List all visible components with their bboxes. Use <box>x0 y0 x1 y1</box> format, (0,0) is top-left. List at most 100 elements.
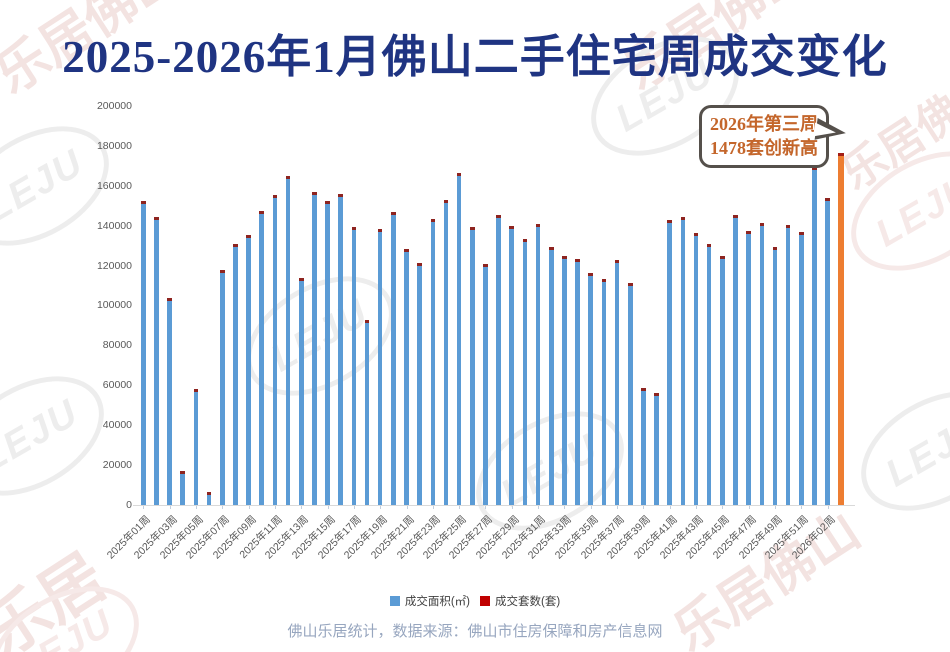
x-axis-tick <box>564 506 566 509</box>
bar-2025年41周 <box>667 219 672 506</box>
x-axis-tick <box>222 506 224 509</box>
bar-2025年32周 <box>548 246 554 506</box>
bar-2025年23周 <box>430 218 436 506</box>
x-axis-tick <box>301 506 303 509</box>
bar-2025年38周 <box>627 283 633 506</box>
bar-2025年16周 <box>338 193 343 506</box>
y-axis-label: 100000 <box>96 299 132 312</box>
bar-2026年03周 <box>838 153 844 506</box>
legend-item: 成交面积(㎡) <box>389 593 470 609</box>
bar-2025年08周 <box>233 243 238 506</box>
units-cap <box>325 200 330 204</box>
units-cap <box>693 232 699 236</box>
units-cap <box>180 470 186 474</box>
y-axis-label: 60000 <box>102 379 132 391</box>
bar-2025年47周 <box>746 230 751 506</box>
units-cap <box>654 392 659 396</box>
x-axis-tick <box>353 506 355 509</box>
units-cap <box>141 200 146 204</box>
bar-2025年35周 <box>588 273 594 506</box>
units-cap <box>785 224 791 228</box>
bar-2025年07周 <box>219 269 225 506</box>
x-axis-tick <box>696 506 698 509</box>
x-axis-tick <box>169 506 171 509</box>
units-cap <box>246 234 251 238</box>
units-cap <box>193 388 199 392</box>
y-axis-label: 160000 <box>96 179 132 192</box>
bar-2025年02周 <box>154 216 159 506</box>
bar-2025年36周 <box>601 279 607 506</box>
bar-2025年10周 <box>259 210 265 506</box>
units-cap <box>614 259 620 263</box>
bar-2025年05周 <box>193 388 199 506</box>
legend-label: 成交面积(㎡) <box>404 596 470 608</box>
bar-2025年03周 <box>167 298 172 506</box>
x-axis-tick <box>432 506 434 509</box>
bar-2025年11周 <box>272 194 278 506</box>
x-axis-tick <box>274 506 276 509</box>
units-cap <box>338 193 343 197</box>
x-axis-tick <box>590 506 592 509</box>
bar-2025年13周 <box>298 278 304 506</box>
bar-2025年27周 <box>483 263 488 506</box>
annotation-line2: 1478套创新高 <box>710 138 818 158</box>
units-cap <box>733 214 738 218</box>
bar-2026年01周 <box>812 166 817 506</box>
units-cap <box>272 194 278 198</box>
bar-2025年43周 <box>693 232 699 506</box>
record-annotation-bubble: 2026年第三周 1478套创新高 <box>699 105 829 168</box>
bar-2025年19周 <box>377 228 383 506</box>
bar-2025年34周 <box>575 258 580 506</box>
x-axis-tick <box>406 506 408 509</box>
units-cap <box>167 298 172 302</box>
x-axis-tick <box>774 506 776 509</box>
units-cap <box>456 172 462 176</box>
x-axis-tick <box>538 506 540 509</box>
y-axis-label: 20000 <box>102 458 132 471</box>
bar-2025年17周 <box>351 226 357 506</box>
units-cap <box>298 278 304 282</box>
units-cap <box>417 262 422 266</box>
units-cap <box>470 226 475 230</box>
bar-2025年01周 <box>141 200 146 506</box>
units-cap <box>535 223 541 227</box>
bar-2025年22周 <box>417 262 422 506</box>
units-cap <box>233 243 238 247</box>
bar-2025年45周 <box>720 255 725 506</box>
x-axis-tick <box>748 506 750 509</box>
units-cap <box>154 216 159 220</box>
y-axis-label: 200000 <box>96 100 132 113</box>
units-cap <box>667 219 672 223</box>
bar-2025年20周 <box>391 211 396 506</box>
units-cap <box>404 248 409 252</box>
units-cap <box>575 258 580 262</box>
x-axis-tick <box>511 506 513 509</box>
chart-legend: 成交面积(㎡) 成交套数(套) <box>0 593 950 609</box>
bar-2025年48周 <box>759 222 765 506</box>
units-cap <box>483 263 488 267</box>
source-footer: 佛山乐居统计，数据来源：佛山市住房保障和房产信息网 <box>287 623 663 640</box>
x-axis-tick <box>459 506 461 509</box>
bar-2025年06周 <box>206 491 212 506</box>
bar-2025年39周 <box>641 388 646 506</box>
x-axis-tick <box>722 506 724 509</box>
units-cap <box>812 166 817 170</box>
bar-2025年18周 <box>364 320 370 506</box>
y-axis-label: 120000 <box>96 259 132 272</box>
bar-2025年46周 <box>733 214 738 506</box>
bar-2025年42周 <box>680 216 686 506</box>
x-axis-tick <box>801 506 803 509</box>
units-cap <box>720 255 725 259</box>
units-cap <box>759 222 765 226</box>
bar-2025年14周 <box>312 191 317 506</box>
legend-label: 成交套数(套) <box>495 596 561 608</box>
units-cap <box>680 216 686 220</box>
y-axis-label: 140000 <box>96 219 132 232</box>
units-cap <box>838 153 844 156</box>
y-axis-label: 40000 <box>102 418 132 431</box>
units-cap <box>430 218 436 222</box>
x-axis-tick <box>195 506 197 509</box>
units-cap <box>377 228 383 232</box>
